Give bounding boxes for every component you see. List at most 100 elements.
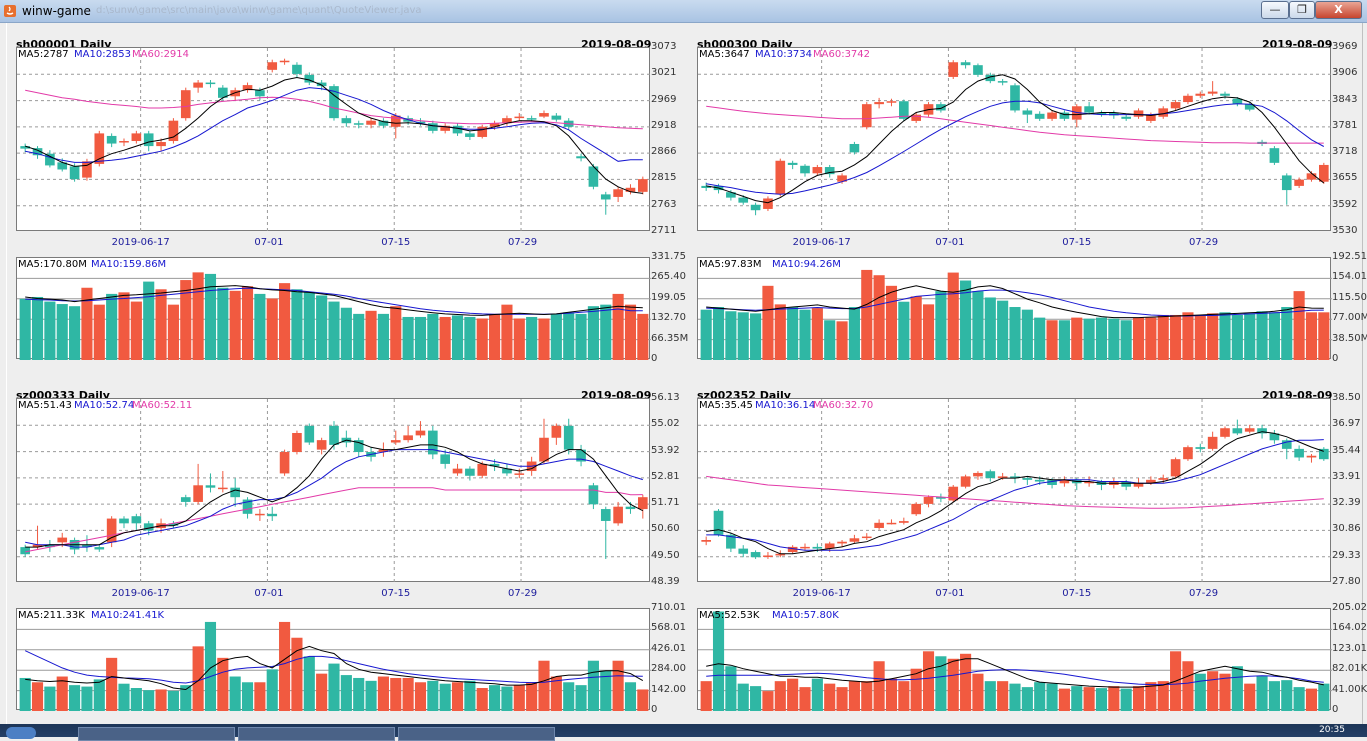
volume-tick-label: 82.01K [1332, 663, 1367, 675]
volume-bar [637, 689, 649, 711]
volume-bar [984, 681, 996, 711]
volume-bar [402, 316, 414, 360]
candle [180, 90, 191, 119]
candle [1109, 112, 1119, 116]
candle [1183, 95, 1193, 103]
volume-bar [241, 682, 254, 711]
volume-bar [254, 293, 266, 360]
candle [514, 116, 525, 119]
price-chart[interactable] [697, 47, 1332, 232]
volume-bar [1009, 307, 1021, 360]
candle [1022, 110, 1033, 115]
price-chart[interactable] [16, 398, 651, 583]
volume-bar [922, 304, 935, 360]
candle [218, 87, 228, 98]
ma-legend-ma10: MA10:52.74 [74, 400, 135, 411]
maximize-button[interactable]: ❐ [1289, 1, 1315, 19]
x-axis-date-label: 07-29 [1189, 588, 1219, 599]
volume-bar [811, 308, 823, 360]
candle [20, 547, 30, 555]
price-tick-label: 3906 [1332, 67, 1358, 79]
price-chart[interactable] [697, 398, 1332, 583]
candle [1294, 179, 1304, 186]
volume-bar [279, 621, 291, 711]
x-axis-date-label: 2019-06-17 [792, 588, 851, 599]
candle [1281, 175, 1292, 191]
candle [849, 143, 860, 153]
taskbar-clock: 20:35 [1319, 725, 1345, 735]
volume-bar [538, 660, 550, 711]
candle [886, 101, 897, 103]
candle [106, 518, 117, 543]
volume-chart[interactable] [16, 257, 651, 360]
candle [638, 497, 648, 510]
ma5-line [706, 431, 1324, 555]
taskbar-item[interactable] [398, 727, 555, 741]
volume-tick-label: 568.01 [651, 622, 686, 634]
volume-bar [192, 646, 204, 711]
candle [452, 468, 463, 474]
candle [1034, 113, 1045, 119]
volume-bar [762, 285, 774, 360]
candle [713, 510, 724, 535]
price-tick-label: 2918 [651, 119, 677, 131]
price-tick-label: 3592 [1332, 198, 1358, 210]
volume-tick-label: 0 [651, 704, 658, 715]
volume-bar [947, 658, 959, 711]
volume-bar [1182, 312, 1194, 360]
start-button[interactable] [6, 727, 36, 739]
volume-bar [1034, 682, 1046, 711]
window-titlebar[interactable]: winw-game d:\sunw\game\src\main\java\win… [0, 0, 1367, 23]
volume-bar [960, 280, 972, 360]
candle [341, 118, 352, 124]
volume-bar [1071, 317, 1083, 360]
candle [899, 101, 909, 119]
volume-bar [513, 318, 525, 360]
volume-bar [1207, 313, 1219, 360]
candle [1220, 428, 1230, 437]
volume-bar [501, 686, 513, 711]
volume-bar [811, 678, 823, 711]
taskbar-item[interactable] [78, 727, 235, 741]
volume-bar [762, 691, 774, 711]
volume-chart[interactable] [16, 608, 651, 711]
ma10-line [706, 100, 1325, 195]
volume-chart[interactable] [697, 257, 1332, 360]
volume-bar [1046, 320, 1058, 360]
price-tick-label: 36.97 [1332, 418, 1361, 430]
volume-bar [489, 685, 501, 711]
volume-bar [1305, 312, 1318, 360]
ma-legend-ma60: MA60:3742 [813, 49, 871, 60]
volume-bar [19, 677, 31, 711]
candle [94, 133, 105, 164]
volume-bar [1170, 314, 1182, 360]
volume-ma-legend-ma5: MA5:170.80M [18, 259, 87, 270]
volume-tick-label: 331.75 [651, 251, 686, 262]
volume-bar [266, 298, 278, 360]
candle [800, 546, 810, 549]
candle [1220, 93, 1230, 96]
price-chart[interactable] [16, 47, 651, 232]
minimize-button[interactable]: — [1261, 1, 1289, 19]
candle [1281, 440, 1292, 449]
volume-ma5-line [25, 285, 643, 316]
taskbar-item[interactable] [238, 727, 395, 741]
volume-tick-label: 41.00K [1332, 683, 1367, 695]
candle [292, 432, 302, 453]
volume-chart[interactable] [697, 608, 1332, 711]
volume-bar [836, 687, 848, 711]
close-button[interactable]: X [1315, 1, 1362, 19]
volume-bar [787, 678, 799, 711]
candle [638, 179, 648, 192]
volume-bar [1071, 686, 1083, 711]
window-title: winw-game [22, 4, 91, 18]
candle [255, 90, 265, 97]
ma-legend-ma60: MA60:32.70 [813, 400, 874, 411]
candle [1269, 148, 1280, 163]
volume-ma-legend-ma10: MA10:57.80K [772, 610, 839, 621]
candle [378, 449, 389, 453]
volume-bar [229, 290, 241, 360]
candle [1170, 102, 1181, 109]
volume-bar [451, 682, 464, 711]
candle [613, 189, 623, 197]
